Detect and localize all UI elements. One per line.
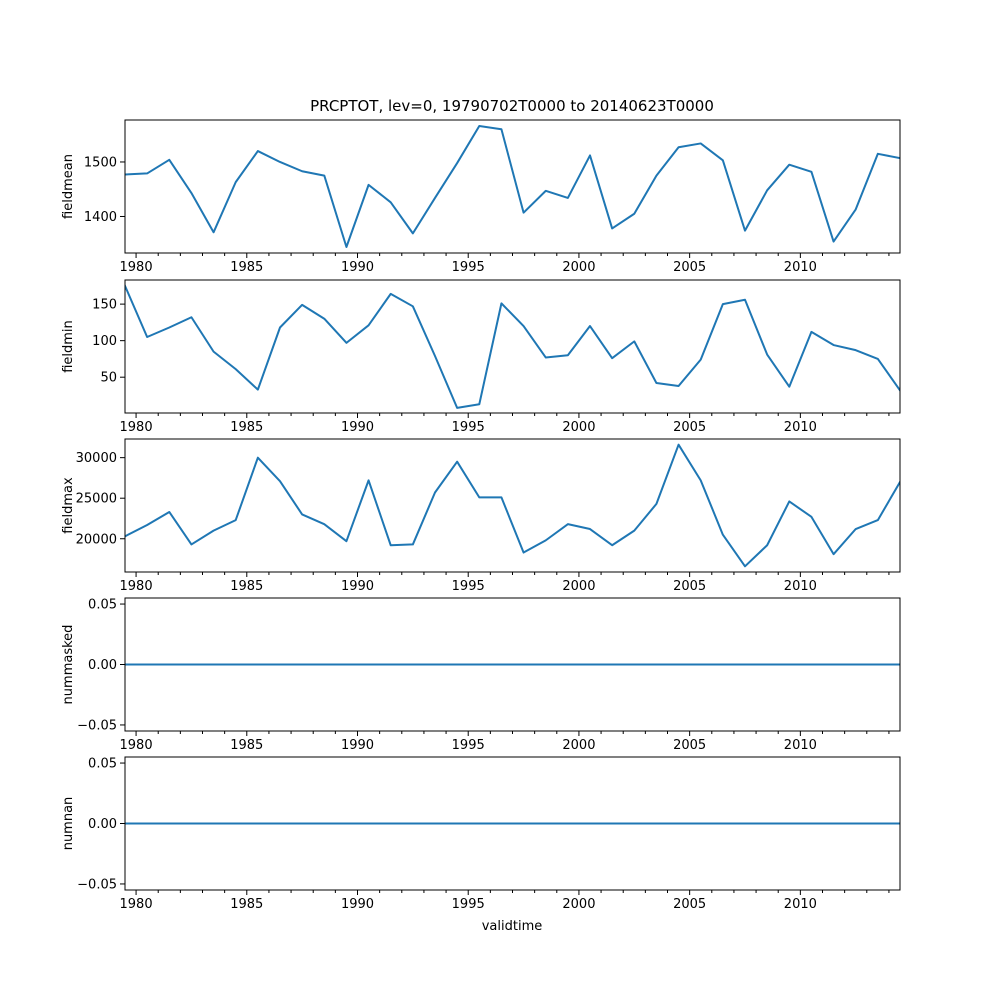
x-tick-label: 1980: [120, 260, 153, 275]
x-tick-label: 1985: [230, 738, 263, 753]
x-tick-label: 1985: [230, 579, 263, 594]
y-tick-label: −0.05: [77, 877, 117, 892]
nummasked-y-axis-label: nummasked: [61, 625, 76, 705]
y-tick-label: 0.05: [88, 598, 117, 613]
y-tick-label: 25000: [76, 492, 117, 507]
y-tick-label: 1400: [84, 210, 117, 225]
y-tick-label: 0.05: [88, 757, 117, 772]
panel-fieldmin: 1980 1985 1990 1995 2000 2005 2010 50 100 150 fiel…: [61, 279, 901, 435]
chart-title: PRCPTOT, lev=0, 19790702T0000 to 2014062…: [310, 97, 714, 115]
x-tick-label: 1995: [452, 897, 485, 912]
x-tick-label: 2010: [784, 420, 817, 435]
x-axis-label: validtime: [482, 919, 543, 934]
x-tick-label: 1985: [230, 897, 263, 912]
x-tick-label: 1980: [120, 897, 153, 912]
fieldmin-series-line: [125, 284, 900, 409]
x-tick-label: 1995: [452, 260, 485, 275]
fieldmean-axes-frame: [124, 119, 901, 254]
panel-fieldmax: 1980 1985 1990 1995 2000 2005 2010 20000 25000 30…: [61, 438, 901, 594]
y-tick-label: 30000: [76, 451, 117, 466]
panel-numnan: 1980 1985 1990 1995 2000 2005 2010 −0.05 0.00 0.0…: [61, 756, 901, 912]
x-tick-label: 2000: [562, 420, 595, 435]
x-tick-label: 1990: [341, 579, 374, 594]
x-tick-label: 2000: [562, 738, 595, 753]
x-tick-label: 1995: [452, 420, 485, 435]
panel-fieldmean: 1980 1985 1990 1995 2000 2005 2010 1400 1500 fiel…: [61, 119, 901, 275]
numnan-y-axis-label: numnan: [61, 797, 76, 851]
x-tick-label: 1980: [120, 738, 153, 753]
fieldmin-axes-frame: [124, 279, 901, 414]
x-tick-label: 2005: [673, 579, 706, 594]
x-tick-label: 1990: [341, 260, 374, 275]
x-tick-label: 1990: [341, 897, 374, 912]
panel-nummasked: 1980 1985 1990 1995 2000 2005 2010 −0.05 0.00 0.0…: [61, 597, 901, 753]
fieldmean-series-line: [125, 125, 900, 248]
fieldmin-y-axis-label: fieldmin: [61, 320, 76, 373]
x-tick-label: 1980: [120, 579, 153, 594]
x-tick-label: 1990: [341, 738, 374, 753]
x-tick-label: 2000: [562, 260, 595, 275]
x-tick-label: 2000: [562, 579, 595, 594]
x-tick-label: 2005: [673, 260, 706, 275]
x-tick-label: 1985: [230, 420, 263, 435]
y-tick-label: 100: [92, 334, 117, 349]
y-tick-label: 0.00: [88, 658, 117, 673]
x-tick-label: 2010: [784, 738, 817, 753]
x-tick-label: 2010: [784, 260, 817, 275]
x-tick-label: 2000: [562, 897, 595, 912]
x-tick-label: 2010: [784, 897, 817, 912]
y-tick-label: 20000: [76, 532, 117, 547]
x-tick-label: 1980: [120, 420, 153, 435]
subplots: 1980 1985 1990 1995 2000 2005 2010 1400 1500 fiel…: [61, 119, 901, 912]
x-tick-label: 2005: [673, 738, 706, 753]
fieldmax-y-axis-label: fieldmax: [61, 477, 76, 534]
y-tick-label: 150: [92, 298, 117, 313]
y-tick-label: 50: [100, 371, 117, 386]
x-tick-label: 1990: [341, 420, 374, 435]
x-tick-label: 1985: [230, 260, 263, 275]
y-tick-label: 1500: [84, 155, 117, 170]
x-tick-label: 2005: [673, 897, 706, 912]
x-tick-label: 2010: [784, 579, 817, 594]
x-tick-label: 2005: [673, 420, 706, 435]
x-tick-label: 1995: [452, 579, 485, 594]
y-tick-label: 0.00: [88, 817, 117, 832]
y-tick-label: −0.05: [77, 718, 117, 733]
fieldmax-series-line: [125, 443, 900, 568]
fieldmean-y-axis-label: fieldmean: [61, 154, 76, 219]
x-tick-label: 1995: [452, 738, 485, 753]
